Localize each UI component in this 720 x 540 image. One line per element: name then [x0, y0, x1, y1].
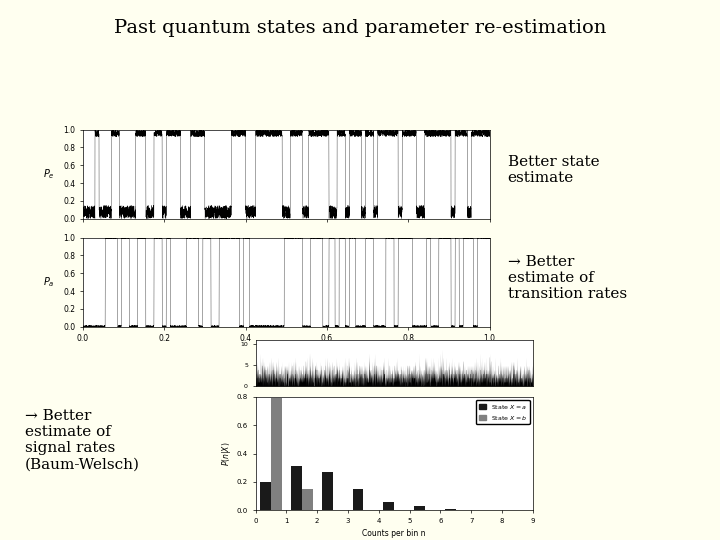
- Bar: [302, 489, 312, 510]
- Bar: [322, 472, 333, 510]
- Bar: [414, 506, 425, 510]
- Bar: [271, 399, 282, 510]
- Text: → Better
estimate of
signal rates
(Baum-Welsch): → Better estimate of signal rates (Baum-…: [25, 409, 140, 471]
- Y-axis label: $P_e$: $P_e$: [43, 167, 55, 181]
- Text: → Better
estimate of
transition rates: → Better estimate of transition rates: [508, 255, 626, 301]
- Bar: [353, 489, 364, 510]
- Y-axis label: $P_a$: $P_a$: [43, 275, 55, 289]
- Text: Past quantum states and parameter re-estimation: Past quantum states and parameter re-est…: [114, 19, 606, 37]
- Y-axis label: $P(n|X)$: $P(n|X)$: [220, 441, 233, 466]
- Bar: [384, 502, 394, 510]
- X-axis label: Time (s): Time (s): [266, 349, 306, 359]
- Text: Better state
estimate: Better state estimate: [508, 155, 599, 185]
- Bar: [260, 482, 271, 510]
- Bar: [291, 467, 302, 510]
- Legend: State $X = a$, State $X = b$: State $X = a$, State $X = b$: [476, 400, 530, 424]
- Bar: [445, 509, 456, 510]
- X-axis label: Counts per bin n: Counts per bin n: [362, 530, 426, 538]
